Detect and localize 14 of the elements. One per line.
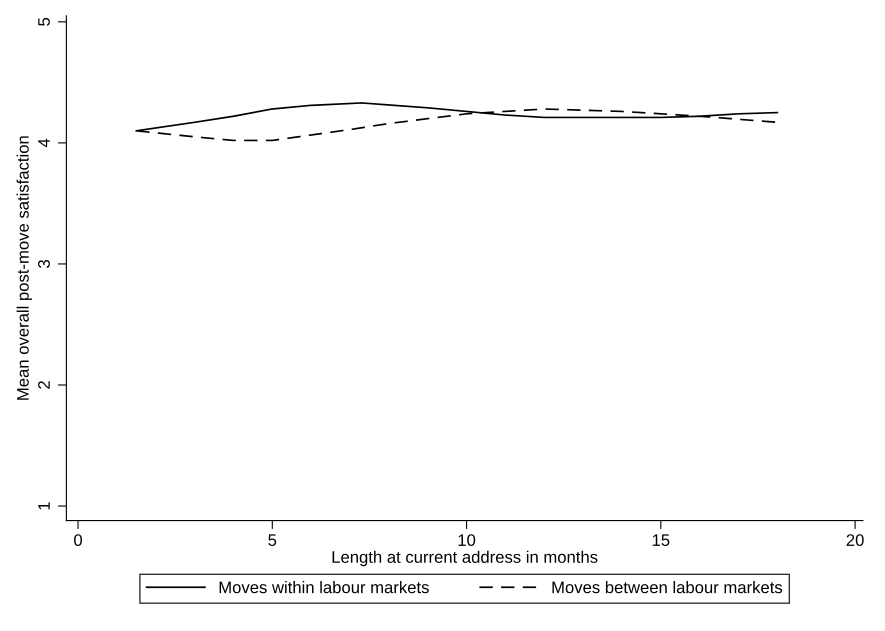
x-tick-label: 15 (652, 534, 670, 546)
y-tick-label: 4 (38, 138, 50, 148)
x-tick-label: 0 (74, 534, 82, 546)
y-axis-title: Mean overall post-move satisfaction (16, 136, 32, 400)
y-tick-label: 1 (38, 502, 50, 510)
x-tick-label: 5 (268, 534, 276, 546)
legend-label: Moves within labour markets (220, 581, 429, 594)
y-tick-label: 2 (38, 381, 50, 389)
x-tick-label: 20 (846, 534, 864, 546)
x-axis-title: Length at current address in months (332, 550, 598, 566)
y-tick-label: 5 (38, 18, 50, 26)
y-tick-label: 3 (38, 260, 50, 268)
x-tick-label: 10 (458, 534, 476, 546)
legend-label: Moves between labour markets (552, 581, 782, 594)
